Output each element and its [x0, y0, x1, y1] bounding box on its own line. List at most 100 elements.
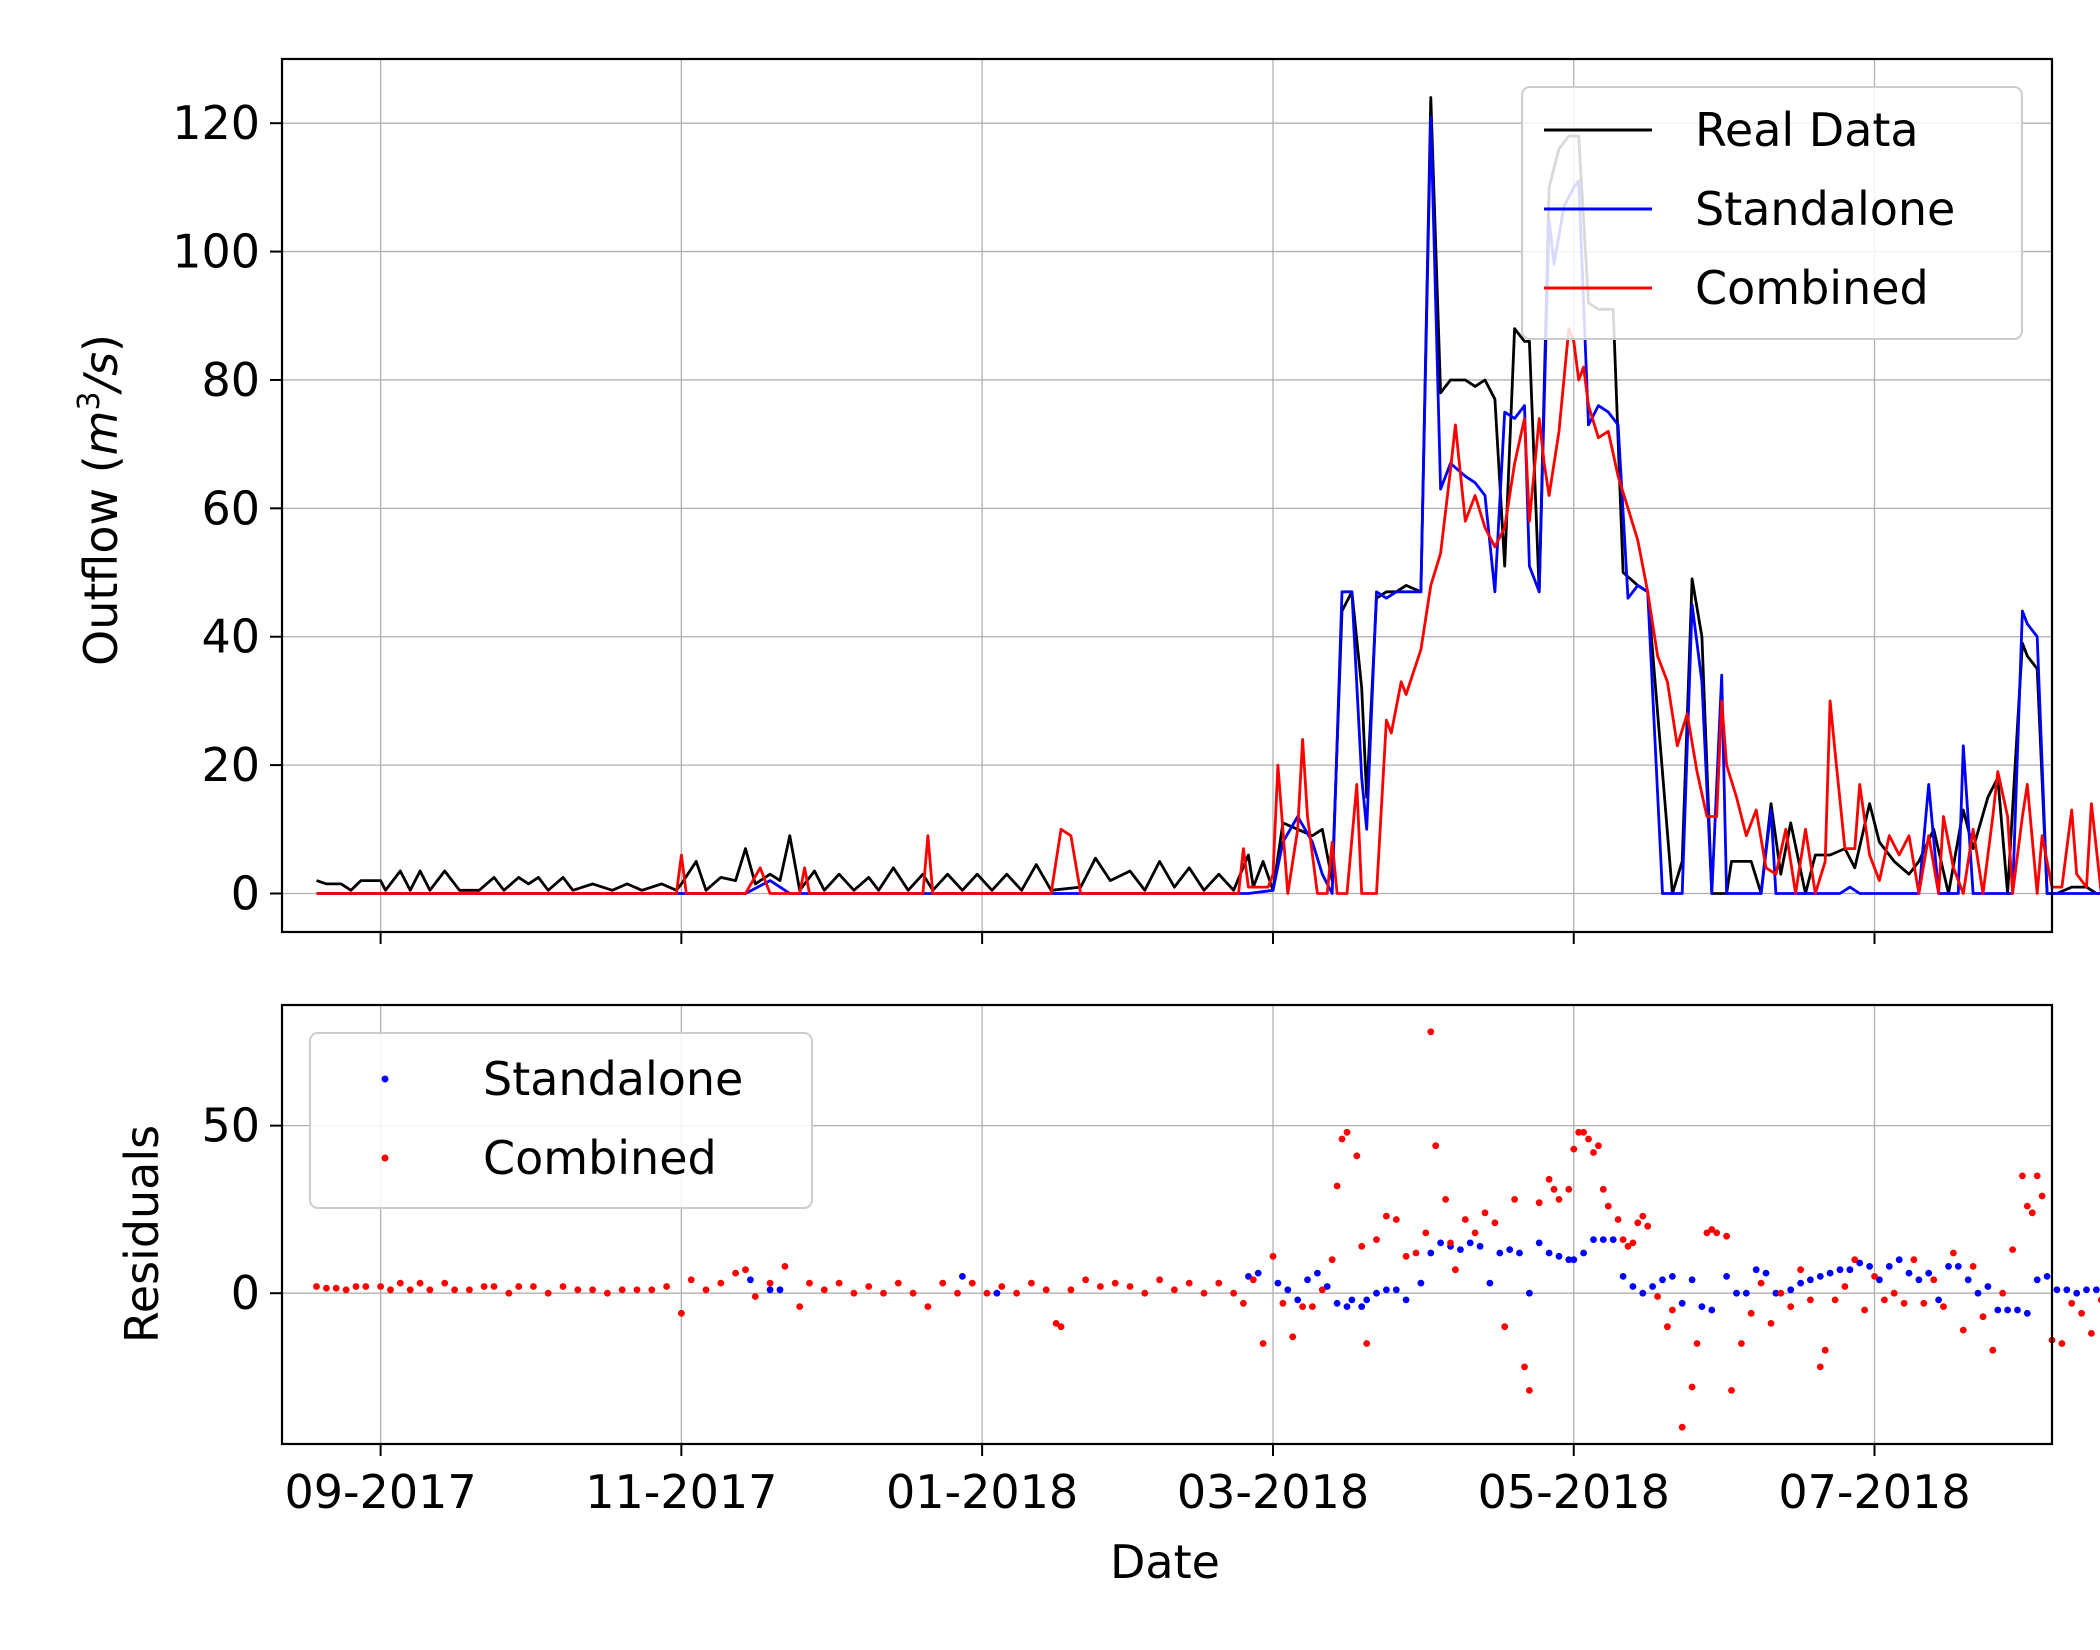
residual-point-combined [406, 1286, 414, 1294]
residual-point-combined [781, 1263, 789, 1270]
residual-point-combined [1688, 1383, 1696, 1391]
x-tick-label: 11-2017 [585, 1465, 777, 1519]
legend-combined-marker [381, 1154, 389, 1162]
residuals-scatter-points [313, 1028, 2100, 1431]
residual-point-standalone [1565, 1256, 1573, 1264]
residual-point-combined [1230, 1289, 1237, 1297]
y-tick-label: 50 [201, 1099, 260, 1153]
residual-point-combined [1427, 1028, 1435, 1036]
residual-point-combined [1713, 1229, 1721, 1237]
residual-point-combined [1550, 1185, 1558, 1193]
residual-point-combined [1767, 1320, 1775, 1327]
residual-point-combined [1851, 1256, 1859, 1264]
residual-point-combined [1678, 1423, 1686, 1431]
residual-point-standalone [1826, 1269, 1834, 1277]
legend-standalone-marker [381, 1075, 389, 1083]
residual-point-standalone [1506, 1246, 1514, 1253]
residual-point-standalone [1437, 1239, 1444, 1247]
y-tick-label: 100 [172, 225, 260, 279]
residual-point-standalone [1348, 1296, 1356, 1304]
residual-point-standalone [1254, 1269, 1262, 1277]
residual-point-standalone [1373, 1289, 1380, 1297]
residual-point-standalone [1984, 1283, 1992, 1290]
residual-point-standalone [1669, 1273, 1676, 1280]
residual-point-combined [559, 1283, 567, 1290]
residual-point-combined [2078, 1309, 2086, 1317]
residual-point-standalone [2083, 1286, 2090, 1294]
outflow-legend-box [1521, 86, 2023, 340]
legend-standalone-label: Standalone [483, 1052, 743, 1106]
y-tick-label: 60 [201, 481, 260, 535]
residual-point-combined [1599, 1185, 1607, 1193]
residual-point-standalone [1974, 1289, 1982, 1297]
x-tick-label: 09-2017 [285, 1465, 477, 1519]
residual-point-combined [924, 1303, 932, 1310]
residual-point-standalone [1708, 1306, 1716, 1314]
residual-point-combined [1595, 1142, 1602, 1150]
residual-point-combined [1910, 1256, 1918, 1264]
outflow-panel: 0 20 40 60 80 100 120 Outflow (m3/s) Real Data… [72, 57, 2100, 944]
residual-point-combined [751, 1293, 759, 1300]
residual-point-standalone [959, 1273, 966, 1280]
residual-point-combined [2088, 1330, 2095, 1337]
residual-point-standalone [776, 1286, 784, 1294]
residual-point-combined [1511, 1196, 1518, 1203]
residual-point-combined [451, 1286, 458, 1294]
residual-point-combined [1171, 1286, 1178, 1294]
residual-point-combined [796, 1303, 804, 1310]
residual-point-combined [1807, 1296, 1814, 1304]
residual-point-combined [742, 1266, 749, 1274]
residual-point-combined [1126, 1283, 1134, 1290]
residual-point-combined [732, 1269, 739, 1277]
residual-point-combined [1797, 1266, 1804, 1274]
x-tick-label: 01-2018 [886, 1465, 1078, 1519]
residual-point-combined [1185, 1279, 1193, 1287]
residual-point-combined [1585, 1135, 1592, 1143]
residual-point-combined [1777, 1289, 1785, 1297]
residual-point-combined [1240, 1299, 1247, 1307]
residual-point-standalone [1856, 1259, 1864, 1267]
residual-point-combined [1920, 1299, 1928, 1307]
x-tick-label: 03-2018 [1177, 1465, 1369, 1519]
residual-point-combined [574, 1286, 582, 1294]
residual-point-standalone [1599, 1236, 1607, 1243]
residual-point-combined [342, 1286, 350, 1294]
residual-point-combined [1422, 1229, 1430, 1237]
residual-point-combined [2019, 1172, 2026, 1180]
residual-point-standalone [766, 1286, 774, 1294]
residual-point-standalone [1402, 1296, 1410, 1304]
residual-point-standalone [1639, 1289, 1647, 1297]
residual-point-combined [1861, 1306, 1868, 1314]
outflow-x-ticks [379, 932, 1876, 944]
residual-point-standalone [1762, 1269, 1770, 1277]
legend-real-data-label: Real Data [1695, 103, 1919, 157]
residuals-legend-box [309, 1032, 813, 1209]
y-tick-label: 120 [172, 96, 260, 150]
residual-point-combined [2033, 1172, 2041, 1180]
residual-point-combined [480, 1283, 488, 1290]
outflow-axes-frame [280, 57, 2054, 934]
residual-point-combined [362, 1283, 370, 1290]
residual-point-combined [663, 1283, 670, 1290]
residuals-panel: 050 09-2017 11-2017 01-2018 03-2018 05-2018 0… [115, 1003, 2100, 1589]
residual-point-standalone [1723, 1273, 1730, 1280]
residual-point-combined [1959, 1326, 1967, 1334]
residual-point-combined [687, 1276, 695, 1284]
residual-point-standalone [1457, 1246, 1464, 1253]
residual-point-standalone [2043, 1273, 2051, 1280]
residuals-y-axis-label: Residuals [115, 1125, 169, 1343]
residual-point-combined [2068, 1299, 2076, 1307]
residual-point-standalone [1742, 1289, 1750, 1297]
residual-point-standalone [1629, 1283, 1637, 1290]
x-tick-label: 07-2018 [1778, 1465, 1970, 1519]
residual-point-combined [894, 1279, 902, 1287]
residual-point-combined [1042, 1286, 1050, 1294]
residual-point-standalone [1535, 1239, 1543, 1247]
residual-point-combined [1249, 1276, 1257, 1284]
residual-point-combined [1491, 1219, 1499, 1227]
residual-point-combined [1555, 1196, 1563, 1203]
residual-point-combined [1900, 1299, 1908, 1307]
residuals-axes-frame [280, 1003, 2054, 1446]
residual-point-combined [1521, 1363, 1528, 1371]
outflow-y-axis-label: Outflow (m3/s) [72, 334, 128, 666]
